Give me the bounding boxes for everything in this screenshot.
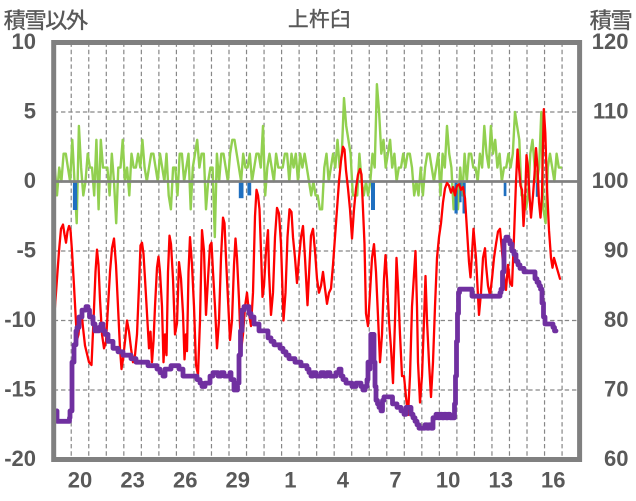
svg-text:10: 10 (436, 467, 460, 492)
svg-text:110: 110 (593, 99, 629, 124)
svg-text:23: 23 (120, 467, 144, 492)
svg-text:13: 13 (488, 467, 512, 492)
svg-text:26: 26 (173, 467, 197, 492)
svg-text:-15: -15 (4, 377, 36, 402)
svg-text:-20: -20 (4, 446, 36, 471)
svg-text:0: 0 (24, 168, 36, 193)
svg-text:80: 80 (604, 307, 628, 332)
svg-text:29: 29 (226, 467, 250, 492)
svg-text:16: 16 (541, 467, 565, 492)
svg-text:4: 4 (337, 467, 350, 492)
svg-text:1: 1 (284, 467, 296, 492)
svg-text:-5: -5 (16, 238, 36, 263)
svg-text:100: 100 (592, 168, 629, 193)
svg-text:60: 60 (604, 446, 628, 471)
svg-text:120: 120 (592, 29, 629, 54)
svg-text:90: 90 (604, 238, 628, 263)
svg-text:70: 70 (604, 377, 628, 402)
svg-text:20: 20 (68, 467, 92, 492)
svg-text:-10: -10 (4, 307, 36, 332)
svg-text:7: 7 (389, 467, 401, 492)
svg-text:10: 10 (12, 29, 36, 54)
svg-text:5: 5 (24, 99, 36, 124)
